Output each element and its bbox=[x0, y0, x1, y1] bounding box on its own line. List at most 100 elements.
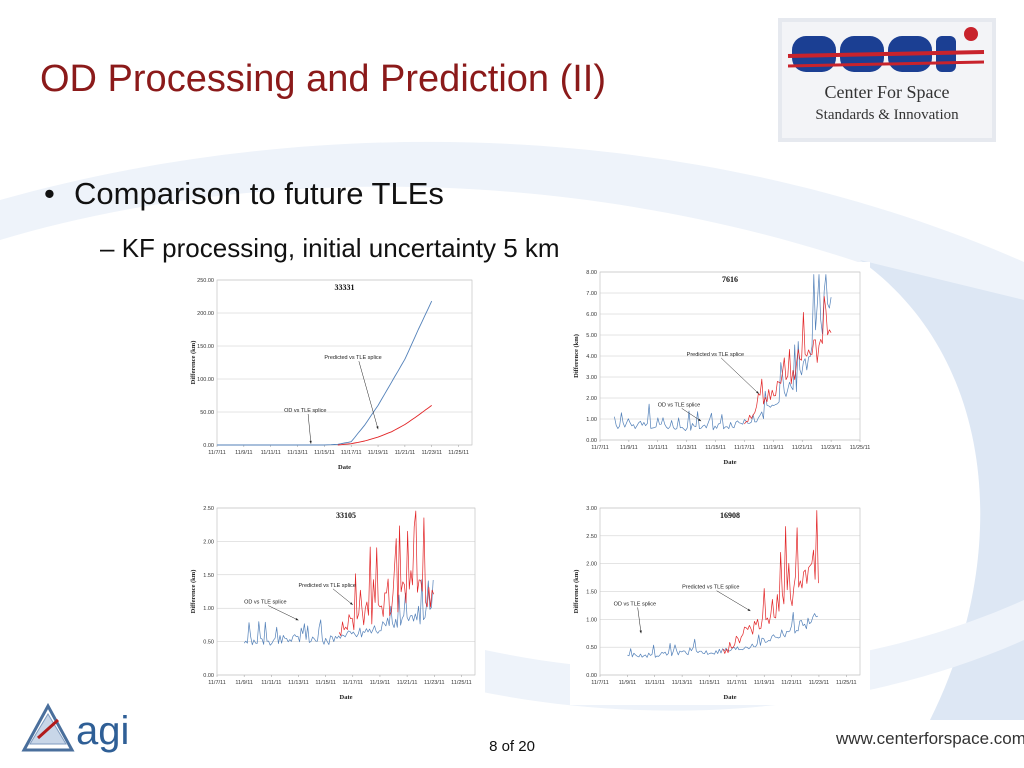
x-tick-label: 11/13/11 bbox=[672, 680, 693, 686]
cssi-line2: Standards & Innovation bbox=[815, 107, 959, 123]
x-tick-label: 11/19/11 bbox=[370, 680, 391, 686]
x-tick-label: 11/7/11 bbox=[208, 450, 226, 456]
annotation-arrow bbox=[332, 588, 353, 606]
annotation-arrowhead bbox=[376, 426, 379, 430]
chart-svg: 0.00 0.50 1.00 1.50 2.00 2.50 11/7/11 11/9/11 11… bbox=[190, 506, 476, 701]
x-tick-label: 11/23/11 bbox=[821, 445, 842, 451]
x-tick-label: 11/25/11 bbox=[451, 680, 472, 686]
y-tick-label: 0.00 bbox=[203, 673, 214, 679]
annotation-arrowhead bbox=[349, 602, 353, 605]
x-tick-label: 11/9/11 bbox=[619, 680, 637, 686]
series-od-vs-tle bbox=[243, 579, 434, 646]
x-tick-label: 11/7/11 bbox=[208, 680, 226, 686]
y-tick-label: 4.00 bbox=[586, 354, 597, 360]
x-tick-label: 11/9/11 bbox=[620, 445, 638, 451]
chart-7616: 0.00 1.00 2.00 3.00 4.00 5.00 6.00 7.00 8.00 11/7… bbox=[570, 262, 870, 470]
annotation-arrowhead bbox=[747, 608, 751, 611]
chart-33331: 0.00 50.00 100.00 150.00 200.00 250.00 11/7/11… bbox=[187, 270, 482, 475]
x-tick-label: 11/17/11 bbox=[342, 680, 363, 686]
y-tick-label: 0.00 bbox=[586, 438, 597, 444]
y-axis-label: Difference (km) bbox=[190, 341, 197, 385]
annotation-label: Predicted vs TLE splice bbox=[298, 583, 355, 589]
x-tick-label: 11/21/11 bbox=[397, 680, 418, 686]
plot-area bbox=[216, 507, 476, 676]
x-axis-label: Date bbox=[340, 694, 353, 701]
annotation-arrow bbox=[637, 607, 642, 634]
y-tick-label: 0.00 bbox=[203, 443, 214, 449]
bullet-marker: • bbox=[44, 176, 55, 211]
x-tick-label: 11/23/11 bbox=[424, 680, 445, 686]
x-tick-label: 11/19/11 bbox=[763, 445, 784, 451]
cssi-letters bbox=[787, 27, 985, 72]
annotation-arrowhead bbox=[698, 418, 702, 422]
y-tick-label: 2.00 bbox=[586, 562, 597, 568]
annotation-arrow bbox=[681, 408, 702, 422]
series-od-vs-tle bbox=[614, 274, 832, 431]
x-tick-label: 11/25/11 bbox=[850, 445, 870, 451]
y-tick-label: 3.00 bbox=[586, 375, 597, 381]
y-axis-label: Difference (km) bbox=[190, 570, 197, 614]
bullet-sub-text: KF processing, initial uncertainty 5 km bbox=[121, 233, 560, 263]
y-tick-label: 5.00 bbox=[586, 333, 597, 339]
series-od-vs-tle bbox=[627, 611, 819, 658]
series-predicted-vs-tle bbox=[744, 296, 832, 425]
annotation-arrow bbox=[716, 590, 751, 612]
chart-title: 7616 bbox=[722, 275, 738, 284]
x-tick-label: 11/21/11 bbox=[792, 445, 813, 451]
annotation-label: Predicted vs TLE splice bbox=[324, 355, 381, 361]
x-tick-label: 11/19/11 bbox=[368, 450, 389, 456]
y-tick-label: 8.00 bbox=[586, 270, 597, 276]
y-tick-label: 2.50 bbox=[586, 534, 597, 540]
chart-33105: 0.00 0.50 1.00 1.50 2.00 2.50 11/7/11 11/9/11 11… bbox=[187, 498, 485, 705]
y-tick-label: 0.50 bbox=[203, 640, 214, 646]
y-tick-label: 0.50 bbox=[586, 645, 597, 651]
y-tick-label: 2.00 bbox=[586, 396, 597, 402]
sub-bullet-marker: – bbox=[100, 233, 115, 263]
chart-svg: 0.00 1.00 2.00 3.00 4.00 5.00 6.00 7.00 8.00 11/7… bbox=[573, 270, 870, 466]
annotation-arrowhead bbox=[756, 391, 759, 394]
bullet-main: • Comparison to future TLEs bbox=[44, 176, 444, 212]
annotation-arrow bbox=[358, 361, 379, 430]
x-tick-label: 11/7/11 bbox=[591, 445, 609, 451]
agi-logo: agi bbox=[21, 702, 129, 753]
x-tick-label: 11/17/11 bbox=[727, 680, 748, 686]
annotation-label: OD vs TLE splice bbox=[284, 408, 326, 414]
x-tick-label: 11/9/11 bbox=[235, 450, 253, 456]
series-od-vs-tle bbox=[217, 300, 433, 446]
annotation-label: OD vs TLE splice bbox=[244, 600, 286, 606]
annotation-label: Predicted vs TLE splice bbox=[687, 352, 744, 358]
x-tick-label: 11/15/11 bbox=[705, 445, 726, 451]
series-predicted-vs-tle bbox=[337, 405, 432, 446]
x-axis-label: Date bbox=[724, 459, 737, 466]
x-axis-label: Date bbox=[338, 464, 351, 471]
y-axis-label: Difference (km) bbox=[573, 570, 580, 614]
y-tick-label: 2.00 bbox=[203, 539, 214, 545]
x-tick-label: 11/15/11 bbox=[699, 680, 720, 686]
x-tick-label: 11/11/11 bbox=[261, 450, 281, 456]
annotation-arrow bbox=[268, 605, 299, 621]
annotation-arrowhead bbox=[295, 618, 299, 621]
x-tick-label: 11/23/11 bbox=[809, 680, 830, 686]
agi-pyramid-icon bbox=[21, 702, 75, 752]
y-tick-label: 1.00 bbox=[586, 617, 597, 623]
bullet-main-text: Comparison to future TLEs bbox=[74, 176, 444, 211]
y-tick-label: 6.00 bbox=[586, 312, 597, 318]
website-url[interactable]: www.centerforspace.com bbox=[836, 729, 1024, 748]
page-number: 8 of 20 bbox=[489, 738, 535, 755]
y-tick-label: 2.50 bbox=[203, 506, 214, 512]
y-tick-label: 3.00 bbox=[586, 506, 597, 512]
cssi-logo: Center For Space Standards & Innovation bbox=[778, 18, 996, 142]
x-tick-label: 11/21/11 bbox=[395, 450, 416, 456]
x-tick-label: 11/19/11 bbox=[754, 680, 775, 686]
y-tick-label: 1.50 bbox=[586, 590, 597, 596]
bullet-sub: – KF processing, initial uncertainty 5 k… bbox=[100, 233, 560, 264]
y-tick-label: 200.00 bbox=[197, 311, 214, 317]
x-tick-label: 11/13/11 bbox=[287, 450, 308, 456]
x-tick-label: 11/11/11 bbox=[261, 680, 281, 686]
x-tick-label: 11/13/11 bbox=[676, 445, 697, 451]
chart-title: 33331 bbox=[335, 283, 355, 292]
x-tick-label: 11/25/11 bbox=[836, 680, 857, 686]
x-tick-label: 11/21/11 bbox=[781, 680, 802, 686]
x-tick-label: 11/9/11 bbox=[235, 680, 253, 686]
x-tick-label: 11/7/11 bbox=[591, 680, 609, 686]
